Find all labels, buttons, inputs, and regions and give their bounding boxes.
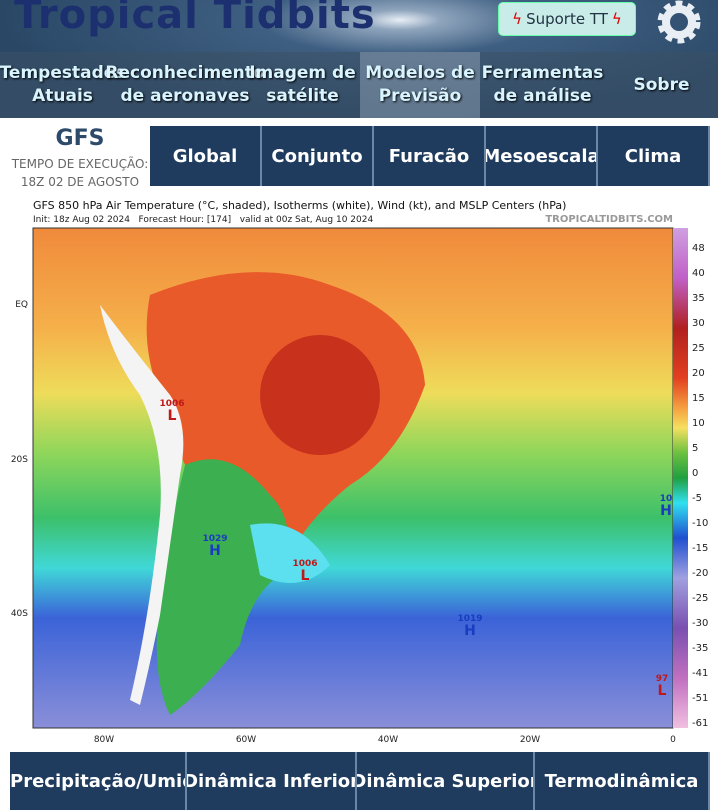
nav-item[interactable]: Imagem de satélite	[249, 63, 356, 106]
heat-core	[260, 335, 380, 455]
pressure-value: 1006	[159, 399, 184, 409]
colorbar-label: 5	[692, 443, 698, 454]
map-credit: TROPICALTIDBITS.COM	[545, 214, 673, 225]
map-subtitle: Init: 18z Aug 02 2024 Forecast Hour: [17…	[33, 215, 373, 225]
pressure-value: 1006	[292, 559, 317, 569]
colorbar-label: 35	[692, 293, 705, 304]
bottom-tabs: Precipitação/UmidadeDinâmica InferiorDin…	[10, 752, 711, 810]
colorbar-label: 0	[692, 468, 698, 479]
colorbar-label: -61	[692, 718, 708, 729]
x-axis-label: 80W	[94, 735, 114, 745]
colorbar-label: 30	[692, 318, 705, 329]
bottom-tab[interactable]: Dinâmica Superior	[357, 752, 536, 810]
y-axis-label: 20S	[11, 455, 28, 465]
pressure-center: H	[464, 623, 476, 639]
nav-bar: Tempestades Atuais Reconhecimento de aero…	[0, 52, 718, 118]
colorbar-label: -35	[692, 643, 708, 654]
nav-item[interactable]: Ferramentas de análise	[481, 63, 604, 106]
model-tab[interactable]: Mesoescala	[486, 126, 598, 186]
logo[interactable]: Tropical Tidbits	[14, 0, 376, 38]
model-tab[interactable]: Conjunto	[262, 126, 374, 186]
model-tabs: Global Conjunto Furacão Mesoescala Clima	[150, 126, 710, 186]
cold-pocket	[250, 523, 330, 583]
colorbar-label: -51	[692, 693, 708, 704]
colorbar-label: -30	[692, 618, 708, 629]
x-axis-label: 20W	[520, 735, 540, 745]
nav-item[interactable]: Tempestades Atuais	[0, 63, 126, 106]
colorbar-label: -10	[692, 518, 708, 529]
model-tab[interactable]: Clima	[598, 126, 710, 186]
colorbar-label: -15	[692, 543, 708, 554]
pressure-value: 1029	[202, 534, 227, 544]
bottom-tab[interactable]: Precipitação/Umidade	[10, 752, 187, 810]
colorbar-label: -20	[692, 568, 708, 579]
colorbar-label: 15	[692, 393, 705, 404]
colorbar-label: -41	[692, 668, 708, 679]
map-title: GFS 850 hPa Air Temperature (°C, shaded)…	[33, 199, 566, 212]
settings-icon[interactable]	[652, 0, 706, 48]
y-axis-label: EQ	[15, 300, 28, 310]
pressure-center: L	[301, 568, 310, 584]
pressure-center: H	[660, 503, 672, 519]
colorbar-label: 25	[692, 343, 705, 354]
x-axis-label: 40W	[378, 735, 398, 745]
colorbar-label: 40	[692, 268, 705, 279]
y-axis-label: 40S	[11, 609, 28, 619]
bottom-tab[interactable]: Dinâmica Inferior	[186, 752, 358, 810]
colorbar	[673, 228, 688, 728]
support-label: Suporte TT	[526, 10, 608, 28]
nav-item[interactable]: Reconhecimento de aeronaves	[105, 63, 265, 106]
andes	[100, 305, 184, 705]
x-axis-label: 0	[670, 735, 676, 745]
bottom-tab[interactable]: Termodinâmica	[535, 752, 711, 810]
map-image: GFS 850 hPa Air Temperature (°C, shaded)…	[11, 199, 709, 745]
model-tab[interactable]: Furacão	[374, 126, 486, 186]
icon: ϟ	[512, 10, 523, 28]
run-label: TEMPO DE EXECUÇÃO:	[11, 157, 149, 171]
pressure-center: L	[168, 408, 177, 424]
colorbar-label: -25	[692, 593, 708, 604]
pressure-value: 10	[660, 494, 673, 504]
header: Tropical Tidbits ϟ Suporte TT ϟ Tempestade…	[0, 0, 718, 118]
colorbar-label: 48	[692, 243, 705, 254]
colorbar-label: 20	[692, 368, 705, 379]
icon: ϟ	[611, 10, 622, 28]
colorbar-label: 10	[692, 418, 705, 429]
pressure-value: 97	[656, 674, 669, 684]
pressure-center: L	[658, 683, 667, 699]
support-button[interactable]: ϟ Suporte TT ϟ	[498, 2, 636, 36]
pressure-value: 1019	[457, 614, 482, 624]
model-name: GFS	[55, 126, 105, 151]
model-tab[interactable]: Global	[150, 126, 262, 186]
x-axis-label: 60W	[236, 735, 256, 745]
pressure-center: H	[209, 543, 221, 559]
colorbar-label: -5	[692, 493, 702, 504]
land-south	[156, 459, 288, 715]
run-time: 18Z 02 DE AGOSTO	[20, 175, 140, 189]
nav-item[interactable]: Modelos de Previsão	[360, 52, 480, 118]
nav-item[interactable]: Sobre	[633, 74, 690, 95]
